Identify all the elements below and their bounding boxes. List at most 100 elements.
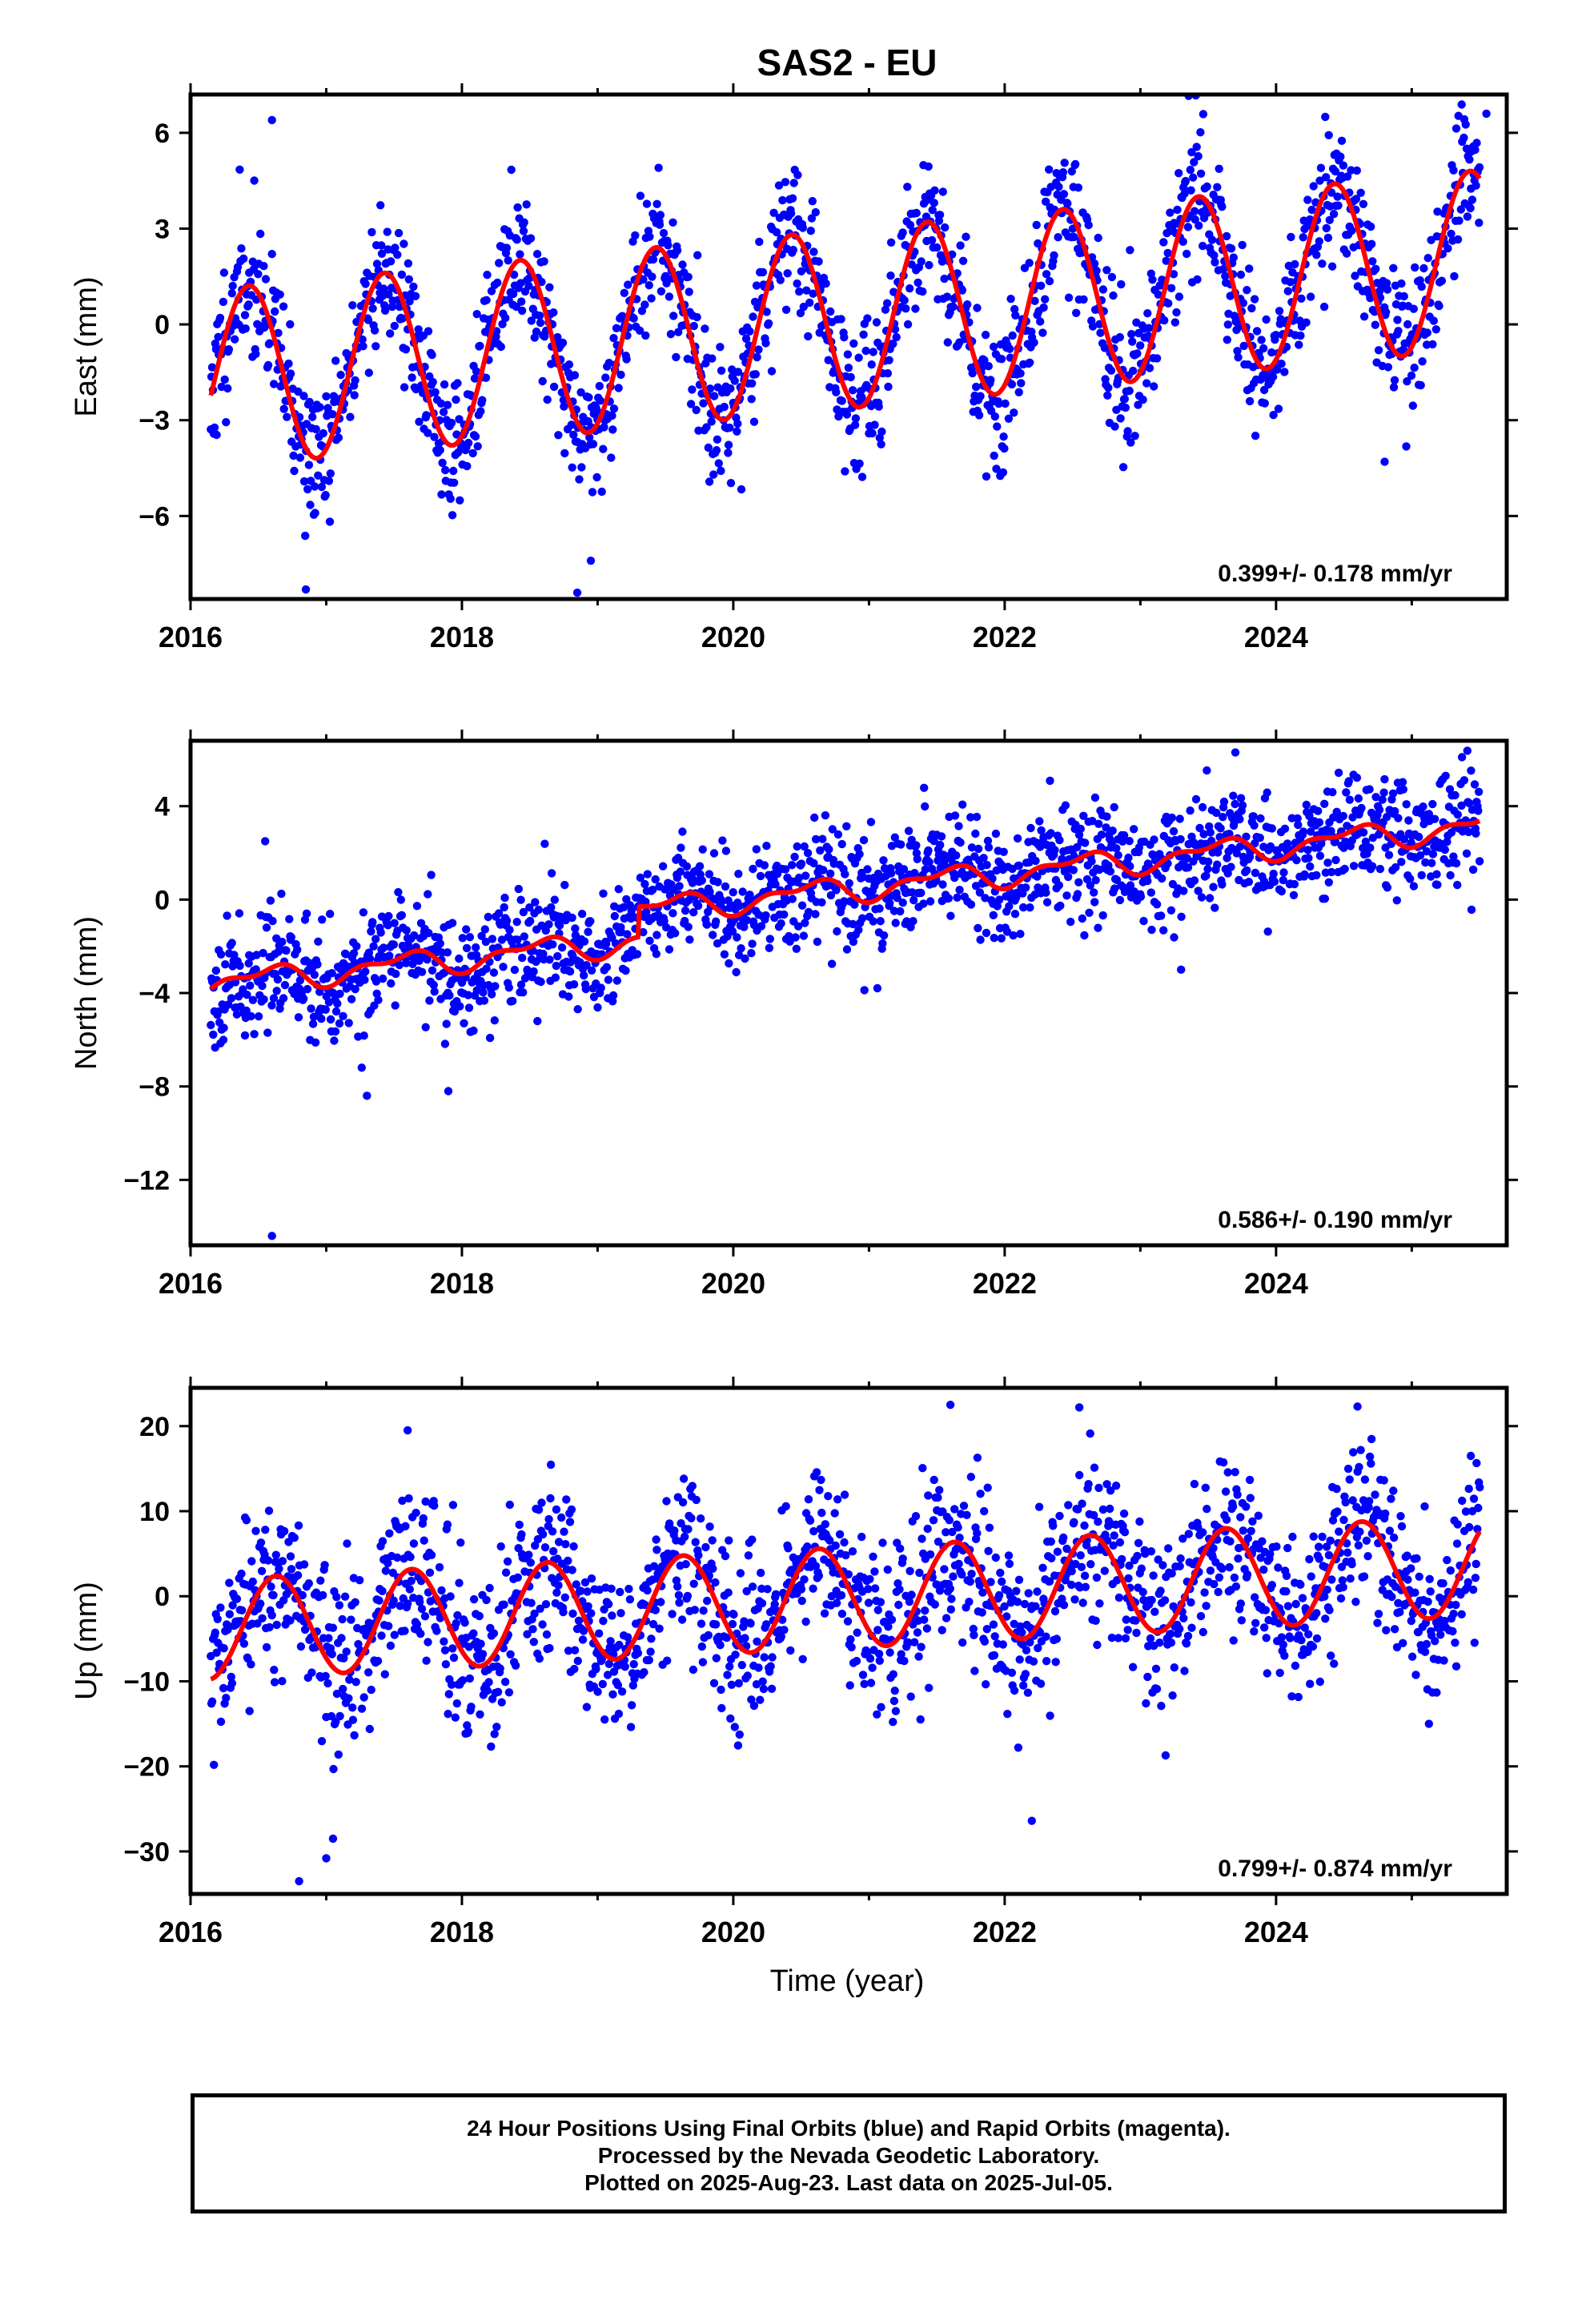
data-point bbox=[756, 871, 765, 881]
data-point bbox=[942, 1528, 950, 1537]
data-point bbox=[639, 927, 648, 937]
data-point bbox=[819, 866, 828, 875]
data-point bbox=[359, 1693, 368, 1702]
data-point bbox=[658, 862, 668, 870]
data-point bbox=[287, 933, 295, 942]
y-tick-label: −3 bbox=[139, 406, 170, 436]
data-point bbox=[1130, 432, 1139, 440]
data-point bbox=[402, 959, 411, 967]
data-point bbox=[997, 934, 1006, 943]
data-point bbox=[256, 1538, 266, 1547]
data-point bbox=[709, 1679, 719, 1687]
data-point bbox=[430, 987, 439, 996]
data-point bbox=[339, 1684, 347, 1694]
data-point bbox=[1428, 850, 1438, 858]
data-point bbox=[275, 290, 284, 299]
data-point bbox=[397, 911, 406, 920]
data-point bbox=[1000, 444, 1009, 453]
data-point bbox=[480, 925, 489, 934]
data-point bbox=[608, 425, 617, 434]
data-point bbox=[1052, 1634, 1062, 1643]
data-point bbox=[1080, 1571, 1090, 1580]
north-data-points bbox=[207, 746, 1484, 1240]
data-point bbox=[628, 237, 637, 246]
data-point bbox=[1199, 830, 1208, 838]
data-point bbox=[887, 1615, 897, 1624]
data-point bbox=[295, 453, 305, 462]
data-point bbox=[460, 1019, 468, 1028]
data-point bbox=[326, 910, 335, 919]
data-point bbox=[624, 1633, 632, 1642]
data-point bbox=[479, 988, 488, 997]
data-point bbox=[946, 1584, 955, 1594]
data-point bbox=[319, 1590, 327, 1600]
data-point bbox=[733, 427, 741, 436]
data-point bbox=[983, 1483, 992, 1492]
data-point bbox=[1429, 316, 1439, 325]
data-point bbox=[344, 1694, 353, 1703]
data-point bbox=[1054, 183, 1063, 191]
data-point bbox=[561, 1540, 570, 1549]
data-point bbox=[1468, 865, 1478, 875]
data-point bbox=[1081, 1582, 1090, 1591]
data-point bbox=[726, 1714, 735, 1723]
data-point bbox=[1328, 788, 1337, 797]
data-point bbox=[899, 865, 909, 874]
data-point bbox=[530, 1609, 539, 1618]
data-point bbox=[917, 1642, 926, 1651]
data-point bbox=[490, 1730, 499, 1739]
data-point bbox=[745, 891, 754, 899]
data-point bbox=[959, 1502, 969, 1510]
data-point bbox=[516, 250, 524, 259]
data-point bbox=[854, 353, 863, 362]
data-point bbox=[909, 917, 917, 926]
data-point bbox=[884, 382, 893, 392]
data-point bbox=[1209, 883, 1218, 891]
data-point bbox=[962, 232, 970, 241]
data-point bbox=[753, 352, 761, 362]
data-point bbox=[267, 1610, 276, 1620]
data-point bbox=[930, 1600, 940, 1609]
data-point bbox=[873, 1710, 881, 1719]
data-point bbox=[555, 921, 564, 930]
data-point bbox=[304, 460, 314, 469]
data-point bbox=[465, 933, 475, 942]
data-point bbox=[811, 834, 821, 844]
data-point bbox=[625, 1595, 635, 1604]
data-point bbox=[250, 1030, 259, 1039]
data-point bbox=[1322, 173, 1331, 182]
data-point bbox=[616, 1587, 624, 1597]
data-point bbox=[884, 1622, 893, 1631]
data-point bbox=[499, 963, 508, 971]
data-point bbox=[232, 1594, 242, 1603]
data-point bbox=[913, 854, 922, 863]
data-point bbox=[855, 459, 864, 468]
data-point bbox=[684, 272, 693, 281]
data-point bbox=[804, 332, 813, 341]
data-point bbox=[520, 932, 528, 941]
data-point bbox=[1457, 801, 1466, 810]
data-point bbox=[612, 976, 621, 985]
data-point bbox=[659, 228, 669, 238]
data-point bbox=[1423, 254, 1432, 263]
data-point bbox=[348, 301, 357, 310]
data-point bbox=[431, 388, 440, 397]
data-point bbox=[1255, 834, 1265, 842]
data-point bbox=[1389, 263, 1398, 272]
data-point bbox=[968, 368, 977, 378]
data-point bbox=[699, 399, 708, 408]
data-point bbox=[1007, 380, 1017, 389]
data-point bbox=[575, 475, 584, 484]
data-point bbox=[1046, 829, 1055, 838]
data-point bbox=[1449, 166, 1458, 175]
data-point bbox=[1384, 850, 1394, 859]
data-point bbox=[919, 899, 928, 908]
data-point bbox=[805, 1516, 815, 1526]
data-point bbox=[733, 419, 742, 428]
data-point bbox=[444, 1690, 453, 1699]
data-point bbox=[1119, 1509, 1129, 1518]
data-point bbox=[294, 1521, 303, 1530]
data-point bbox=[1475, 163, 1484, 172]
data-point bbox=[1079, 811, 1088, 820]
data-point bbox=[1424, 810, 1434, 818]
